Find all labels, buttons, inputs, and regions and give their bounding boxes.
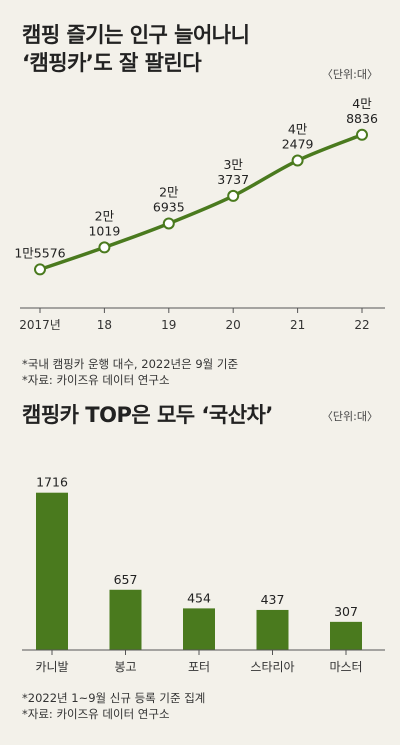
bar <box>183 608 215 650</box>
data-label: 4만 <box>352 96 372 111</box>
data-label: 3만 <box>223 157 243 172</box>
line-chart-note-1: *국내 캠핑카 운행 대수, 2022년은 9월 기준 <box>22 357 239 371</box>
bar-chart-title: 캠핑카 TOP은 모두 ‘국산차’ <box>22 403 273 427</box>
bar-chart: 1716 카니발 657 봉고 454 포터 437 스타리아 307 마스터 <box>22 475 385 674</box>
data-point <box>98 241 111 254</box>
data-label: 6935 <box>153 199 185 214</box>
data-label: 2만 <box>95 208 115 223</box>
line-chart-title-1: 캠핑 즐기는 인구 늘어나니 <box>22 23 250 47</box>
bar-value-label: 437 <box>261 592 285 607</box>
bar-value-label: 657 <box>114 572 138 587</box>
line-chart-unit: 〈단위:대〉 <box>321 68 378 81</box>
data-label: 8836 <box>346 111 378 126</box>
bar-value-label: 307 <box>334 604 358 619</box>
data-point <box>227 189 240 202</box>
bar-chart-note-2: *자료: 카이즈유 데이터 연구소 <box>22 707 170 721</box>
data-label: 2479 <box>282 137 314 152</box>
x-tick-label: 봉고 <box>114 660 136 674</box>
line-chart-title-2: ‘캠핑카’도 잘 팔린다 <box>22 51 202 75</box>
bar-chart-note-1: *2022년 1~9월 신규 등록 기준 집계 <box>22 691 206 705</box>
data-point <box>356 128 368 141</box>
x-tick-label: 스타리아 <box>250 660 294 674</box>
x-tick-label: 마스터 <box>329 660 362 674</box>
bar-chart-unit: 〈단위:대〉 <box>321 410 378 423</box>
series-line <box>38 133 364 272</box>
data-point <box>34 263 46 276</box>
bar <box>330 621 362 650</box>
data-point <box>291 154 304 167</box>
data-label: 1019 <box>88 223 120 238</box>
data-label: 2만 <box>159 184 179 199</box>
x-tick-label: 21 <box>290 318 305 332</box>
bar-value-label: 454 <box>187 590 211 605</box>
bar <box>256 609 289 650</box>
x-tick-label: 포터 <box>188 660 210 674</box>
data-label: 1만5576 <box>14 245 65 260</box>
data-point <box>162 217 175 230</box>
bar-value-label: 1716 <box>36 475 68 490</box>
bar <box>109 589 142 650</box>
x-tick-label: 2017년 <box>19 318 61 332</box>
x-tick-label: 20 <box>226 318 241 332</box>
x-tick-label: 18 <box>97 318 112 332</box>
line-chart-note-2: *자료: 카이즈유 데이터 연구소 <box>22 373 170 387</box>
bar <box>36 492 68 650</box>
data-label: 4만 <box>288 122 308 137</box>
x-tick-label: 카니발 <box>35 660 68 674</box>
data-label: 3737 <box>217 172 249 187</box>
x-tick-label: 19 <box>161 318 176 332</box>
x-tick-label: 22 <box>354 318 369 332</box>
line-chart: 2017년 18 19 20 21 221만55762만10192만69353만37374… <box>14 96 385 332</box>
